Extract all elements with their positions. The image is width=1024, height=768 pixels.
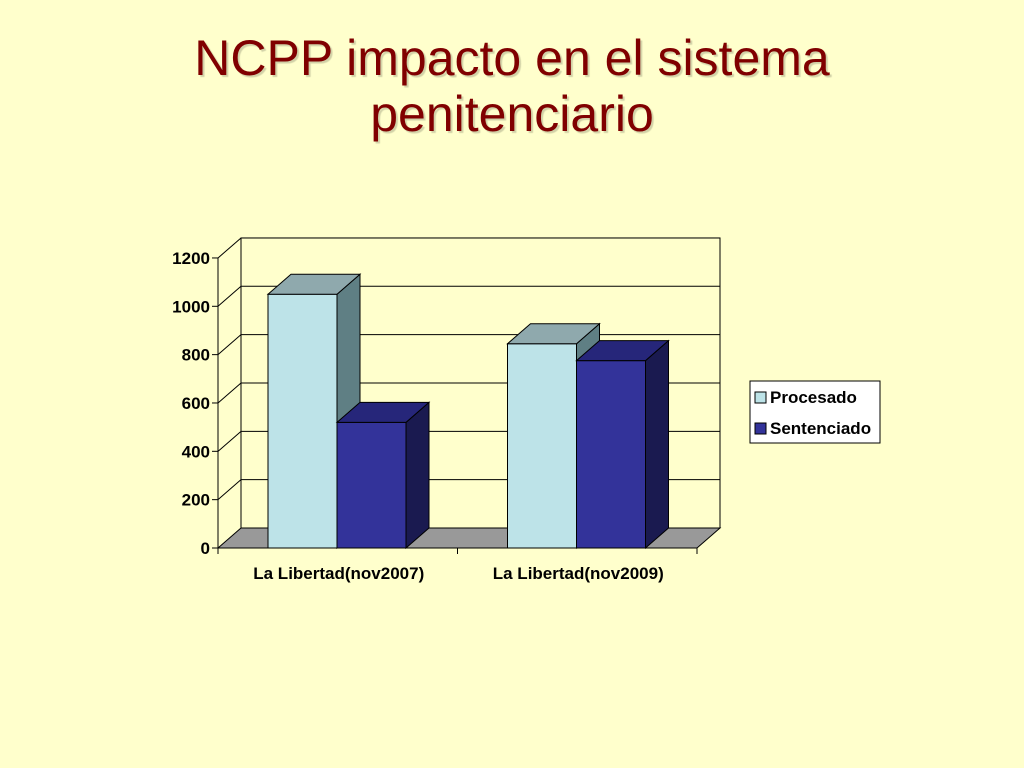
chart-legend: Procesado Sentenciado [749, 380, 881, 444]
chart-axes [212, 237, 698, 554]
legend-swatch [754, 422, 767, 435]
bar-top-face [575, 340, 670, 362]
gridline-side [217, 479, 242, 501]
gridline-side [217, 430, 242, 452]
slide-title-line-2: penitenciario [370, 86, 654, 142]
y-tick-label: 1200 [172, 249, 210, 268]
bar-top-face [266, 273, 362, 295]
bar-side-face [645, 339, 669, 550]
bar-side-face [405, 401, 430, 550]
y-tick-label: 200 [182, 491, 210, 510]
bar-sentenciado-1 [335, 401, 431, 550]
legend-swatch [754, 391, 767, 404]
x-category-label: La Libertad(nov2007) [253, 564, 424, 583]
y-tick-label: 400 [182, 442, 210, 461]
x-axis-category-labels: La Libertad(nov2007) La Libertad(nov2009) [253, 564, 664, 583]
x-category-label: La Libertad(nov2009) [493, 564, 664, 583]
bar-front-face [507, 343, 577, 549]
gridline-side [217, 334, 242, 356]
bar-front-face [267, 293, 338, 549]
legend-box [749, 380, 881, 444]
y-tick-label: 1000 [172, 297, 210, 316]
y-axis-tick-labels: 0 200 400 600 800 1000 1200 [172, 249, 210, 558]
bar-front-face [336, 421, 407, 549]
gridline-side [217, 237, 242, 259]
bar-front-face [576, 360, 646, 549]
slide-title: NCPP impacto en el sistema penitenciario [0, 30, 1024, 142]
gridline-side [217, 382, 242, 404]
bar-top-face [506, 323, 601, 345]
bar-top-face [335, 401, 431, 423]
slide-title-line-1: NCPP impacto en el sistema [194, 30, 830, 86]
y-tick-label: 0 [201, 539, 210, 558]
gridline-side [217, 285, 242, 307]
bar-sentenciado-2 [575, 339, 670, 550]
chart-bars [266, 273, 670, 550]
y-tick-label: 600 [182, 394, 210, 413]
legend-label: Procesado [770, 388, 857, 407]
y-tick-label: 800 [182, 346, 210, 365]
legend-label: Sentenciado [770, 419, 871, 438]
